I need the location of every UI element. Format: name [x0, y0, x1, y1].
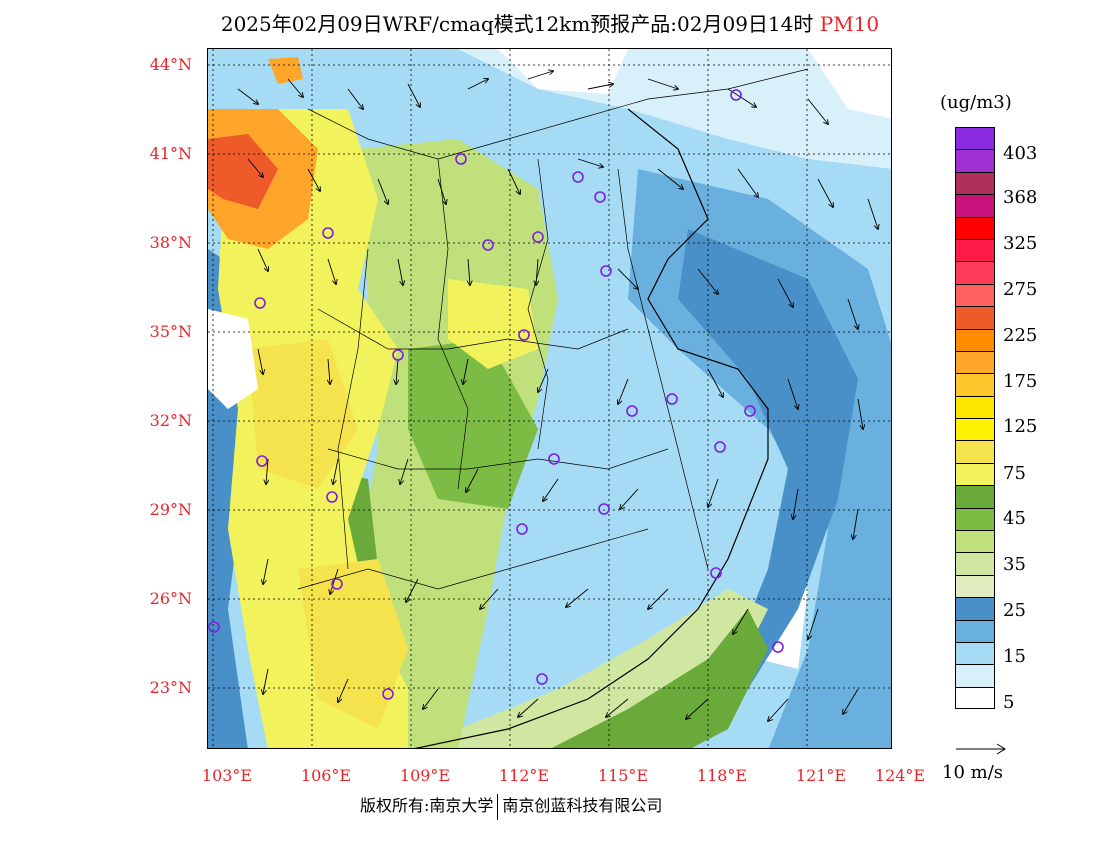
- legend-swatch: [955, 328, 995, 351]
- legend-swatch: [955, 664, 995, 687]
- lat-label-38: 38°N: [149, 233, 192, 252]
- lon-label-109: 109°E: [399, 766, 451, 785]
- legend-swatch: [955, 149, 995, 172]
- legend-swatch: [955, 395, 995, 419]
- copyright-right: 南京创蓝科技有限公司: [502, 796, 663, 815]
- legend-tick-25: 25: [1003, 600, 1026, 621]
- lon-label-124: 124°E: [874, 766, 926, 785]
- region-red-nw: [208, 134, 278, 209]
- title-pollutant: PM10: [819, 12, 880, 36]
- legend-swatch: [955, 306, 995, 329]
- legend-swatch: [955, 597, 995, 620]
- title-main: 2025年02月09日WRF/cmaq模式12km预报产品:02月09日14时: [220, 12, 814, 36]
- legend-swatch: [955, 485, 995, 508]
- region-yellow-central: [448, 279, 538, 369]
- lat-label-32: 32°N: [149, 411, 192, 430]
- region-darkgreen-central: [408, 339, 538, 509]
- legend-swatch: [955, 462, 995, 486]
- legend-tick-75: 75: [1003, 463, 1026, 484]
- lat-gridlines: [208, 64, 891, 689]
- lat-label-44: 44°N: [149, 55, 192, 74]
- lat-label-23: 23°N: [149, 678, 192, 697]
- region-clean-ne: [808, 49, 891, 119]
- map-svg: [208, 49, 891, 748]
- region-clean-north: [498, 49, 628, 94]
- lat-label-41: 41°N: [149, 144, 192, 163]
- lon-label-112: 112°E: [498, 766, 550, 785]
- lon-label-121: 121°E: [795, 766, 847, 785]
- region-orange-top: [268, 57, 303, 84]
- legend-swatch: [955, 530, 995, 553]
- lon-label-115: 115°E: [597, 766, 649, 785]
- region-clean-west: [208, 309, 258, 409]
- legend-swatch: [955, 238, 995, 262]
- coastline: [414, 108, 769, 748]
- legend-tick-45: 45: [1003, 508, 1026, 529]
- lat-label-26: 26°N: [149, 589, 192, 608]
- legend-swatch: [955, 686, 995, 710]
- region-darkblue-east: [678, 229, 858, 689]
- legend-tick-325: 325: [1003, 233, 1038, 254]
- legend-unit: (ug/m3): [940, 92, 1012, 113]
- region-yellow2-west: [248, 339, 358, 489]
- legend-tick-125: 125: [1003, 416, 1038, 437]
- region-green-sea: [551, 609, 768, 748]
- lon-label-118: 118°E: [696, 766, 748, 785]
- footer-divider: [497, 793, 499, 820]
- legend-swatch: [955, 418, 995, 441]
- chart-title: 2025年02月09日WRF/cmaq模式12km预报产品:02月09日14时 …: [0, 8, 1100, 37]
- legend-tick-175: 175: [1003, 371, 1038, 392]
- legend-swatch: [955, 171, 995, 195]
- copyright-left: 版权所有:南京大学: [360, 796, 494, 815]
- legend-swatch: [955, 507, 995, 531]
- legend-swatch: [955, 373, 995, 396]
- legend-swatch: [955, 440, 995, 463]
- legend-swatch: [955, 574, 995, 598]
- legend-swatch: [955, 283, 995, 307]
- legend-swatch: [955, 194, 995, 217]
- lat-label-29: 29°N: [149, 500, 192, 519]
- legend-tick-15: 15: [1003, 646, 1026, 667]
- lat-label-35: 35°N: [149, 322, 192, 341]
- legend-tick-403: 403: [1003, 143, 1038, 164]
- legend-tick-368: 368: [1003, 187, 1038, 208]
- concentration-legend: [955, 127, 997, 710]
- wind-vectors: [237, 71, 878, 721]
- wind-reference-arrow: [956, 743, 1006, 755]
- legend-tick-275: 275: [1003, 279, 1038, 300]
- legend-tick-225: 225: [1003, 325, 1038, 346]
- copyright-footer: 版权所有:南京大学 南京创蓝科技有限公司: [360, 792, 662, 820]
- forecast-map: [207, 48, 892, 749]
- lon-gridlines: [212, 49, 808, 748]
- legend-swatch: [955, 127, 995, 150]
- legend-tick-5: 5: [1003, 692, 1015, 713]
- wind-reference-label: 10 m/s: [942, 762, 1003, 783]
- legend-swatch: [955, 216, 995, 239]
- legend-swatch: [955, 350, 995, 374]
- region-yellow-sw: [298, 559, 408, 729]
- legend-swatch: [955, 641, 995, 665]
- legend-swatch: [955, 261, 995, 284]
- station-markers: [208, 89, 784, 700]
- legend-swatch: [955, 552, 995, 575]
- legend-swatch: [955, 619, 995, 642]
- province-borders: [297, 68, 809, 590]
- lon-label-103: 103°E: [201, 766, 253, 785]
- lon-label-106: 106°E: [300, 766, 352, 785]
- legend-tick-35: 35: [1003, 554, 1026, 575]
